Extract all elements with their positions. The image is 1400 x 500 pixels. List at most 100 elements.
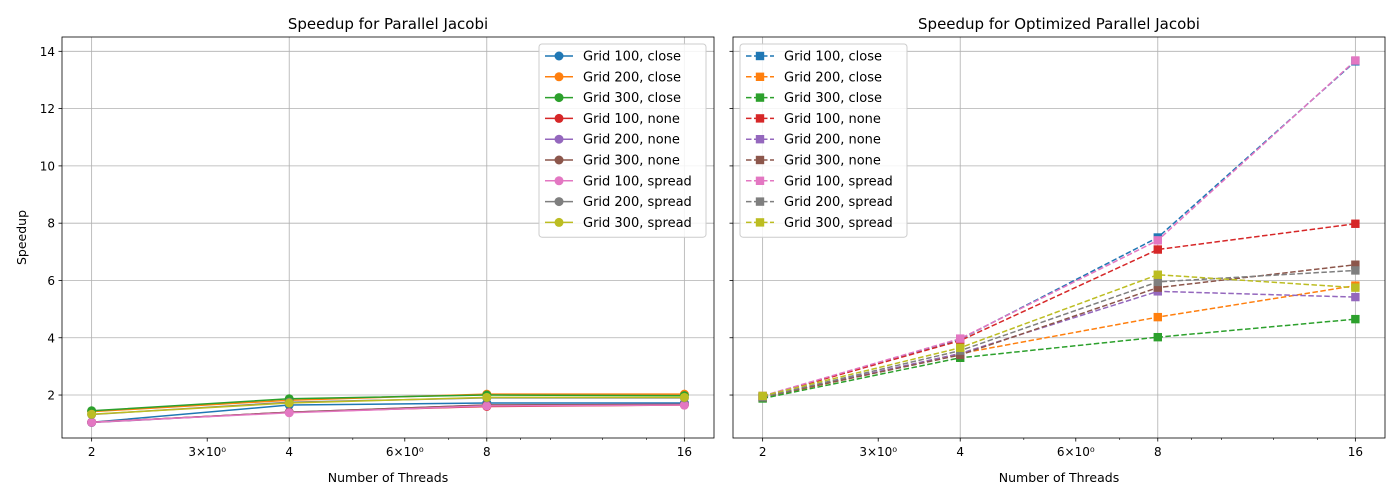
data-point bbox=[1153, 283, 1162, 292]
y-tick-label: 14 bbox=[40, 45, 55, 59]
legend-entry: Grid 300, close bbox=[746, 91, 882, 106]
series-9 bbox=[87, 392, 689, 419]
series-5 bbox=[758, 287, 1360, 402]
legend-label: Grid 300, none bbox=[784, 154, 881, 169]
series-6 bbox=[758, 260, 1360, 402]
data-point bbox=[679, 392, 689, 402]
legend-swatch-marker bbox=[554, 113, 564, 123]
legend-box bbox=[739, 43, 908, 238]
legend-swatch-marker bbox=[755, 218, 765, 227]
legend-label: Grid 200, close bbox=[784, 70, 882, 85]
data-point bbox=[482, 401, 492, 411]
y-tick-label: 4 bbox=[47, 331, 55, 345]
x-tick-label: 16 bbox=[677, 445, 692, 459]
legend: Grid 100, close Grid 200, close Grid 300, … bbox=[739, 43, 908, 238]
legend-swatch-marker bbox=[554, 197, 564, 207]
series-1 bbox=[87, 398, 689, 427]
legend-entry: Grid 100, none bbox=[545, 112, 680, 127]
y-tick-label: 8 bbox=[47, 217, 55, 231]
legend-swatch-marker bbox=[755, 51, 765, 61]
legend-swatch-marker bbox=[755, 114, 765, 123]
legend-swatch-marker bbox=[554, 176, 564, 186]
series-line bbox=[762, 59, 1356, 397]
legend-label: Grid 300, spread bbox=[784, 216, 893, 231]
series-line bbox=[762, 318, 1356, 400]
x-tick-label: 4 bbox=[956, 445, 964, 459]
data-point bbox=[1351, 266, 1360, 275]
legend-entry: Grid 200, close bbox=[746, 70, 882, 85]
legend-label: Grid 300, none bbox=[583, 154, 680, 169]
series-line bbox=[91, 402, 685, 423]
x-tick-label: 16 bbox=[1348, 445, 1363, 459]
legend-entry: Grid 200, none bbox=[746, 133, 881, 148]
legend-swatch-marker bbox=[755, 155, 765, 165]
legend-entry: Grid 200, none bbox=[545, 133, 680, 148]
series-line bbox=[91, 394, 685, 412]
data-point bbox=[1351, 260, 1360, 269]
x-tick-label: 3×10⁰ bbox=[859, 445, 897, 459]
legend-swatch-marker bbox=[554, 155, 564, 165]
legend-label: Grid 200, none bbox=[583, 133, 680, 148]
legend-label: Grid 300, close bbox=[784, 91, 882, 106]
data-point bbox=[87, 409, 97, 419]
x-tick-label: 6×10⁰ bbox=[386, 445, 424, 459]
x-tick-label: 6×10⁰ bbox=[1057, 445, 1095, 459]
data-point bbox=[1153, 312, 1162, 322]
data-point bbox=[1153, 332, 1162, 342]
data-point bbox=[1153, 236, 1162, 245]
legend-entry: Grid 100, spread bbox=[746, 174, 893, 189]
y-tick-label: 10 bbox=[40, 159, 55, 173]
legend-label: Grid 200, none bbox=[784, 133, 881, 148]
series-line bbox=[91, 396, 685, 415]
legend-swatch-marker bbox=[755, 93, 765, 102]
legend-label: Grid 100, spread bbox=[583, 174, 692, 189]
data-point bbox=[1153, 245, 1162, 254]
x-tick-label: 3×10⁰ bbox=[188, 445, 226, 459]
series-line bbox=[762, 290, 1356, 398]
data-point bbox=[956, 350, 965, 360]
data-point bbox=[1351, 314, 1360, 324]
data-point bbox=[284, 408, 294, 418]
series-line bbox=[91, 404, 685, 423]
panel-2: 2 3×10⁰ 4 6×10⁰ 8 16 Speedup for Optimized Par… bbox=[729, 15, 1386, 485]
legend-swatch-marker bbox=[554, 93, 564, 103]
legend-label: Grid 300, spread bbox=[583, 216, 692, 231]
legend-label: Grid 300, close bbox=[583, 91, 681, 106]
series-7 bbox=[87, 400, 689, 427]
x-tick-label: 2 bbox=[759, 445, 767, 459]
y-axis-label: Speedup bbox=[14, 210, 29, 265]
legend-entry: Grid 300, spread bbox=[545, 216, 692, 231]
legend-swatch-marker bbox=[554, 134, 564, 144]
series-line bbox=[762, 263, 1356, 398]
series-4 bbox=[758, 219, 1360, 401]
legend-swatch-marker bbox=[755, 72, 765, 81]
legend-swatch-marker bbox=[554, 217, 564, 227]
chart-title: Speedup for Optimized Parallel Jacobi bbox=[918, 15, 1200, 33]
series-8 bbox=[758, 266, 1360, 402]
series-line bbox=[762, 284, 1356, 399]
legend-swatch-marker bbox=[554, 72, 564, 82]
legend-swatch-marker bbox=[755, 197, 765, 206]
legend-label: Grid 100, none bbox=[583, 112, 680, 127]
data-point bbox=[956, 343, 965, 352]
data-point bbox=[679, 400, 689, 410]
series-line bbox=[762, 269, 1356, 398]
data-point bbox=[87, 417, 97, 427]
y-tick-label: 6 bbox=[47, 274, 55, 288]
data-point bbox=[1351, 56, 1360, 65]
y-tick-label: 2 bbox=[47, 389, 55, 403]
data-point bbox=[956, 334, 965, 343]
plot-frame bbox=[61, 36, 715, 439]
legend: Grid 100, close Grid 200, close Grid 300, … bbox=[538, 43, 707, 238]
y-tick-label: 12 bbox=[40, 102, 55, 116]
legend-label: Grid 100, none bbox=[784, 112, 881, 127]
legend-label: Grid 100, spread bbox=[784, 174, 893, 189]
legend-label: Grid 200, spread bbox=[583, 195, 692, 210]
legend-swatch-marker bbox=[755, 176, 765, 185]
data-point bbox=[284, 398, 294, 408]
legend-entry: Grid 200, spread bbox=[746, 195, 893, 210]
legend-swatch-marker bbox=[755, 135, 765, 144]
data-point bbox=[1351, 292, 1360, 302]
